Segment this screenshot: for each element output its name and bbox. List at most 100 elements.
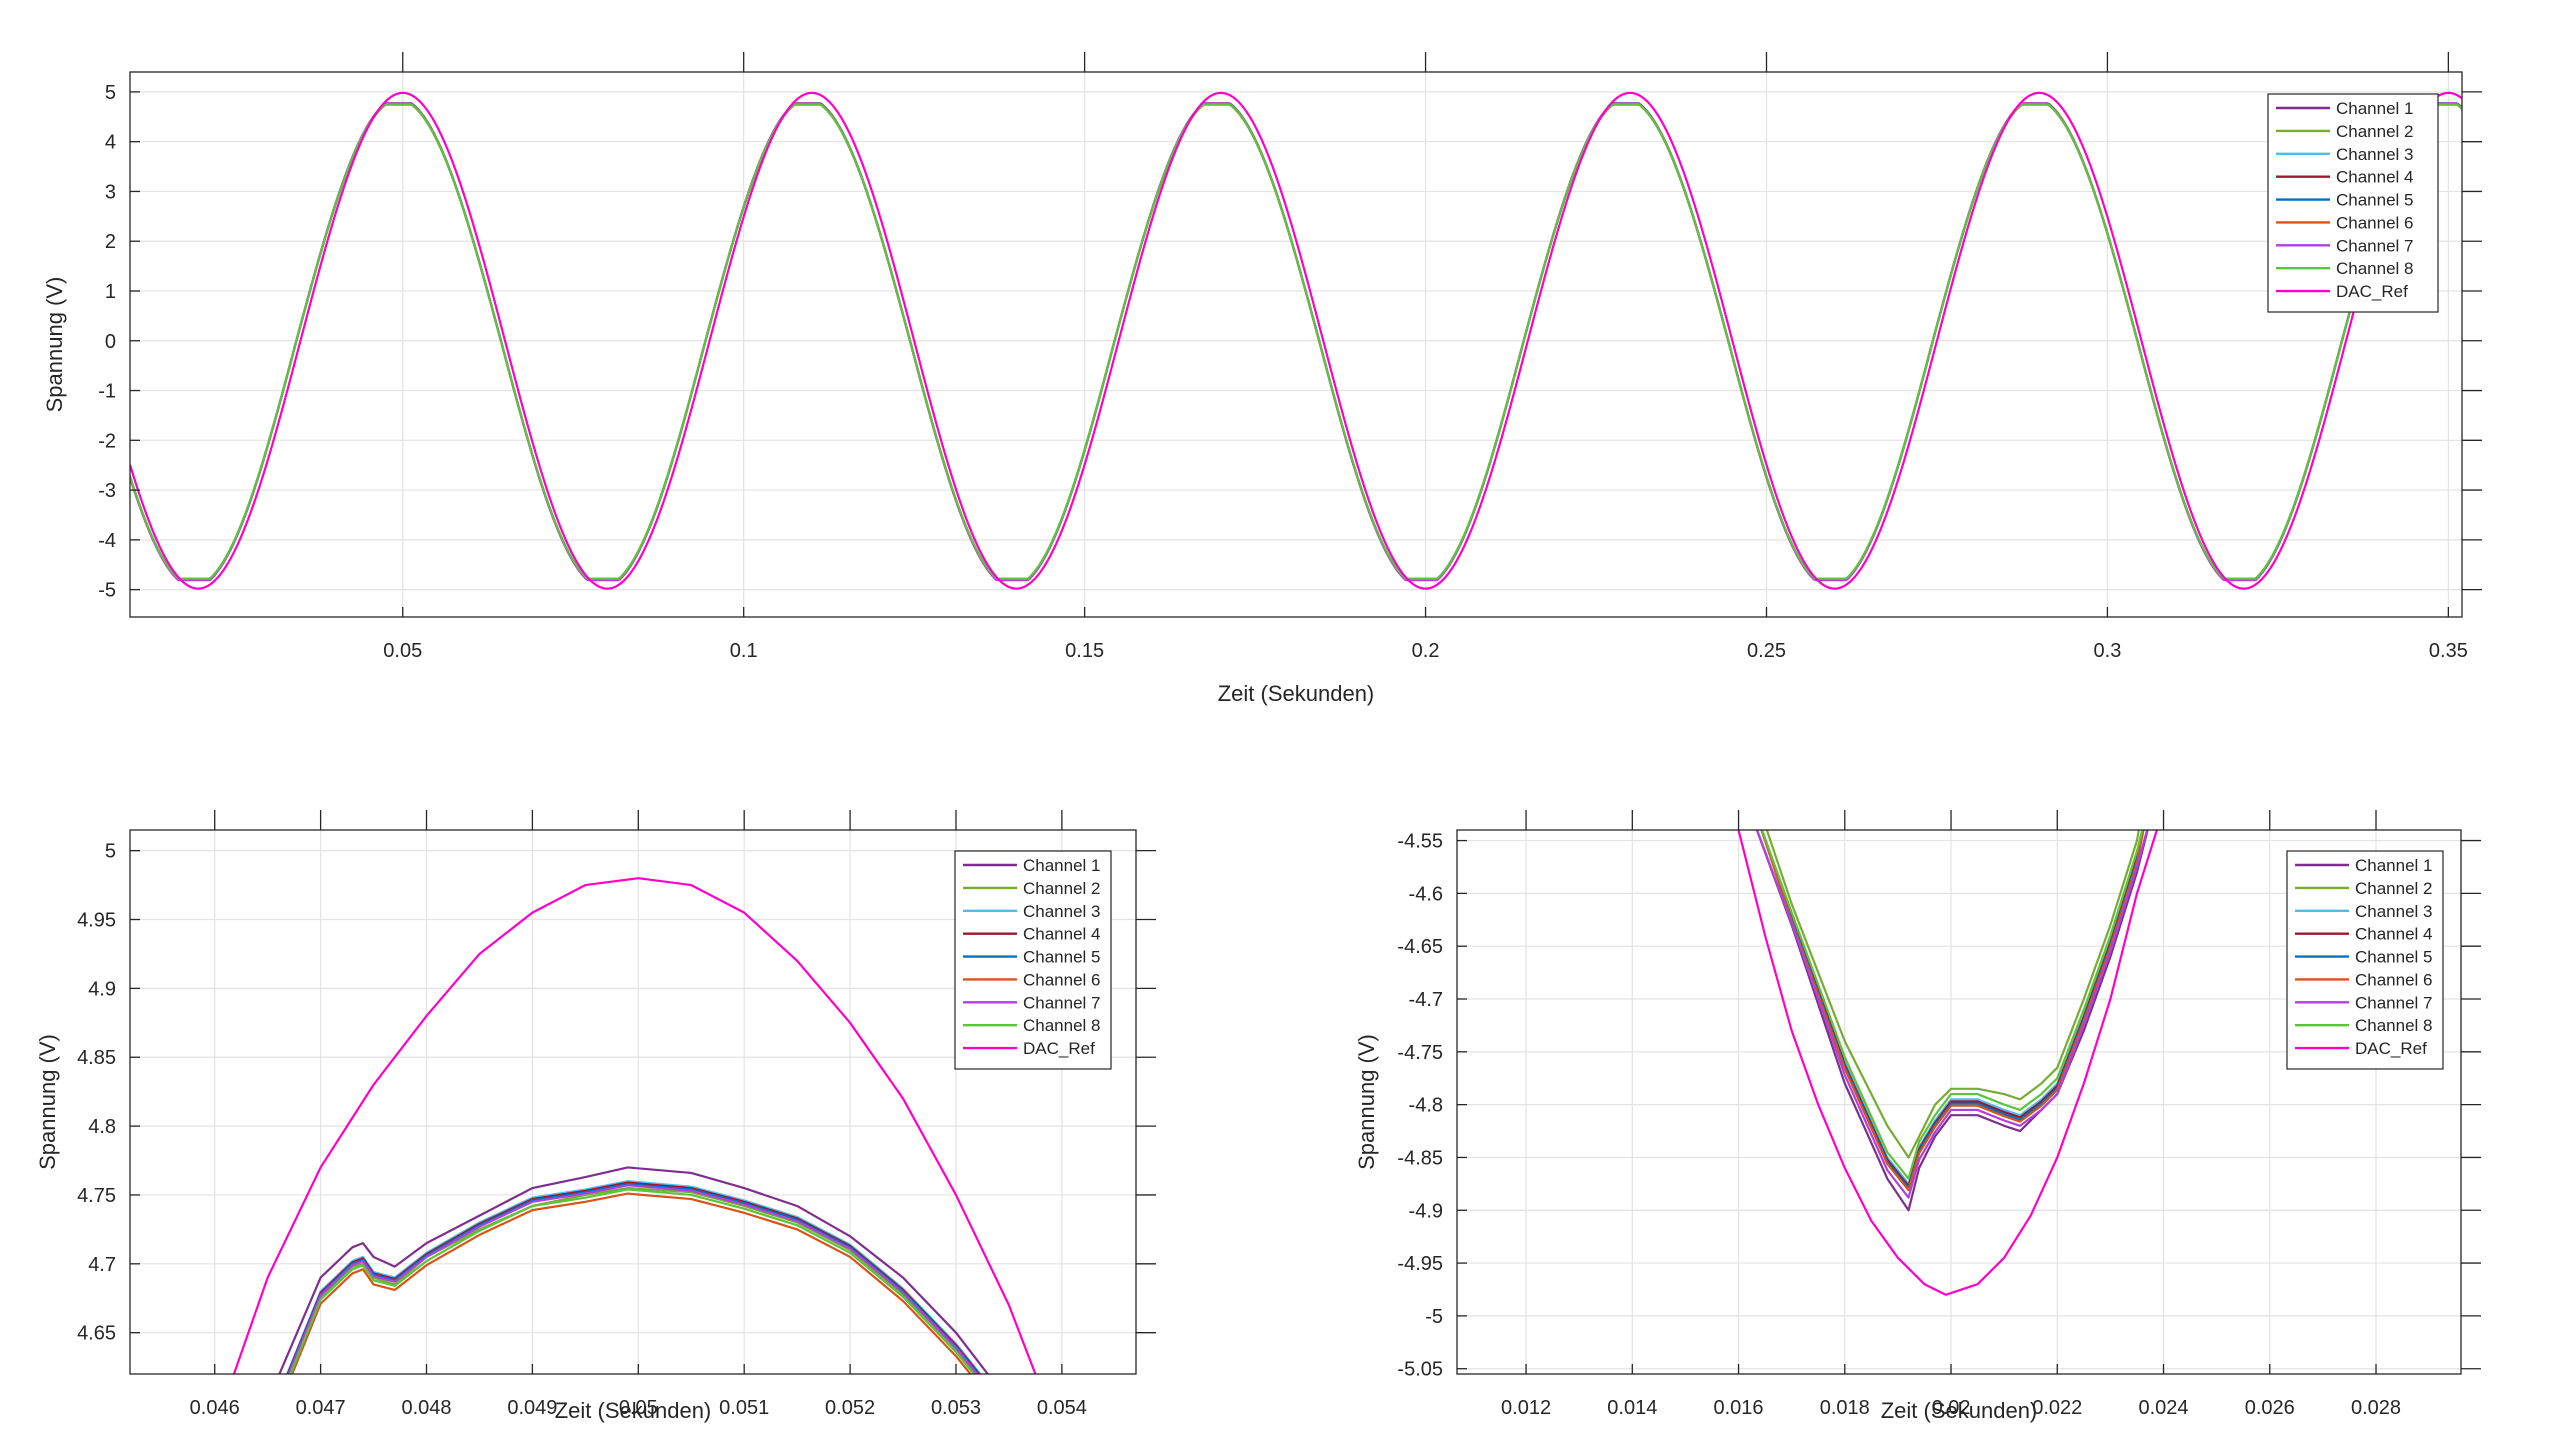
y-tick-label: 2 [105,231,116,253]
y-tick-label: -4.55 [1397,831,1443,853]
y-tick-label: -3 [98,480,116,502]
x-tick-label: 0.051 [719,1397,769,1419]
y-tick-label: -4 [98,530,116,552]
legend-label: Channel 3 [1023,902,1101,921]
axes-zoom-peak: 0.046 0.047 0.048 0.049 0.05 0.051 0.052 0.053 0… [35,810,1156,1423]
legend-label: Channel 8 [1023,1016,1101,1035]
legend-label: Channel 1 [1023,856,1101,875]
y-tick-label: -4.65 [1397,936,1443,958]
series-line-channel-1 [1755,830,2149,1212]
legend-label: Channel 7 [2355,993,2433,1012]
series-lines [130,91,2462,590]
x-tick-label: 0.047 [296,1397,346,1419]
series-lines [1737,830,2159,1296]
x-tick-label: 0.35 [2429,640,2468,662]
x-tick-label: 0.052 [825,1397,875,1419]
y-tick-label: -5 [98,580,116,602]
legend-label: Channel 4 [2336,168,2414,187]
y-tick-label: 4 [105,132,116,154]
y-tick-label: -4.8 [1409,1095,1443,1117]
y-tick-label: -1 [98,381,116,403]
series-line-channel-1 [278,1166,990,1374]
x-tick-label: 0.1 [730,640,758,662]
y-tick-label: 4.75 [77,1185,116,1207]
y-axis-label: Spannung (V) [1354,1034,1379,1170]
legend-label: Channel 5 [1023,948,1101,967]
legend: Channel 1 Channel 2 Channel 3 Channel 4 Chan… [2286,850,2444,1070]
x-tick-label: 0.053 [931,1397,981,1419]
y-tick-label: -4.9 [1409,1200,1443,1222]
legend-label: Channel 6 [1023,970,1101,989]
y-axis-label: Spannung (V) [42,277,67,413]
series-line-channel-8 [289,1188,976,1374]
series-lines [232,877,1037,1374]
series-line-dac-ref [232,877,1037,1374]
x-tick-label: 0.048 [401,1397,451,1419]
x-tick-label: 0.026 [2245,1397,2295,1419]
series-line-channel-2 [1765,830,2140,1159]
series-line-dac-ref [130,91,2462,590]
legend-label: Channel 8 [2355,1016,2433,1035]
x-axis-label: Zeit (Sekunden) [555,1398,712,1423]
legend-label: Channel 5 [2336,191,2414,210]
legend-label: Channel 1 [2355,856,2433,875]
x-tick-label: 0.15 [1065,640,1104,662]
series-line-dac-ref [1737,830,2159,1296]
y-tick-label: 4.95 [77,910,116,932]
y-tick-label: -5.05 [1397,1359,1443,1381]
x-tick-label: 0.049 [507,1397,557,1419]
x-axis-label: Zeit (Sekunden) [1881,1398,2038,1423]
legend-label: Channel 7 [1023,993,1101,1012]
legend: Channel 1 Channel 2 Channel 3 Channel 4 Chan… [2267,93,2439,313]
x-axis-label: Zeit (Sekunden) [1218,681,1375,706]
legend-label: Channel 8 [2336,259,2414,278]
legend-label: DAC_Ref [1023,1039,1095,1058]
x-tick-label: 0.05 [383,640,422,662]
legend-label: DAC_Ref [2336,282,2408,301]
legend: Channel 1 Channel 2 Channel 3 Channel 4 Chan… [954,850,1112,1070]
series-line-channel-8 [1760,830,2144,1180]
y-tick-label: 5 [105,82,116,104]
y-tick-label: 4.7 [88,1254,116,1276]
y-tick-label: 5 [105,841,116,863]
legend-label: Channel 4 [1023,925,1101,944]
y-tick-label: -4.75 [1397,1042,1443,1064]
series-line-channel-6 [290,1192,972,1374]
x-tick-label: 0.054 [1037,1397,1087,1419]
y-tick-label: 4.8 [88,1116,116,1138]
legend-label: DAC_Ref [2355,1039,2427,1058]
axes-overview: 0.05 0.1 0.15 0.2 0.25 0.3 0.35 5 4 3 2 1 0 -1 -2 -3 -4 -… [42,52,2482,706]
series-line-channel-7 [1755,830,2149,1199]
axes-frame [129,71,2463,618]
x-tick-label: 0.02 [1932,1397,1971,1419]
series-line-channel-7 [287,1184,979,1374]
axes-frame [129,829,1137,1375]
legend-label: Channel 6 [2355,970,2433,989]
x-tick-label: 0.25 [1747,640,1786,662]
legend-label: Channel 3 [2355,902,2433,921]
x-tick-label: 0.016 [1714,1397,1764,1419]
x-tick-label: 0.2 [1412,640,1440,662]
legend-label: Channel 3 [2336,145,2414,164]
y-tick-label: 3 [105,181,116,203]
x-tick-label: 0.014 [1607,1397,1657,1419]
y-tick-label: -4.85 [1397,1147,1443,1169]
y-tick-label: -5 [1425,1306,1443,1328]
x-tick-label: 0.024 [2138,1397,2188,1419]
legend-label: Channel 6 [2336,213,2414,232]
axes-frame [1456,829,2462,1375]
y-tick-label: 0 [105,331,116,353]
series-line-channel-6 [1760,830,2145,1192]
x-tick-label: 0.05 [619,1397,658,1419]
y-tick-label: -4.7 [1409,989,1443,1011]
axes-zoom-trough: 0.012 0.014 0.016 0.018 0.02 0.022 0.024 0.026 0… [1354,810,2481,1423]
y-tick-label: -2 [98,430,116,452]
x-tick-label: 0.022 [2032,1397,2082,1419]
legend-label: Channel 2 [2355,879,2433,898]
x-tick-label: 0.046 [190,1397,240,1419]
x-tick-label: 0.028 [2351,1397,2401,1419]
y-tick-label: 4.65 [77,1323,116,1345]
legend-label: Channel 4 [2355,925,2433,944]
x-tick-label: 0.3 [2094,640,2122,662]
